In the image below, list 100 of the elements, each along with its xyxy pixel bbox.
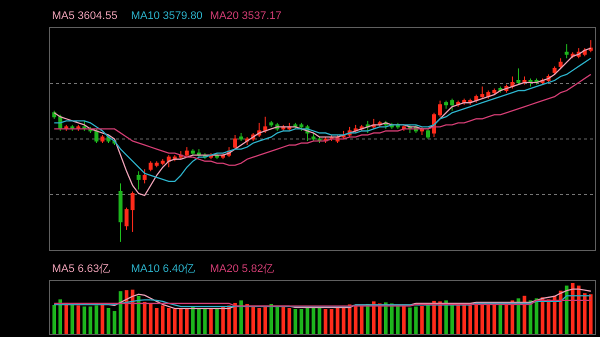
- bar: [426, 304, 430, 334]
- bar: [432, 300, 436, 334]
- candlestick: [564, 44, 569, 59]
- bar: [330, 309, 334, 334]
- bar: [306, 308, 310, 334]
- candlestick: [233, 134, 238, 150]
- text: MA20 5.82亿: [210, 263, 274, 275]
- bar: [251, 306, 255, 334]
- bar: [64, 302, 68, 334]
- candlestick: [426, 128, 430, 140]
- candlestick: [444, 100, 448, 110]
- bar: [76, 305, 80, 334]
- bar: [408, 308, 412, 334]
- candlestick: [438, 100, 442, 118]
- candlestick: [118, 182, 123, 242]
- candlestick: [263, 116, 268, 134]
- bar: [300, 309, 304, 334]
- bar: [492, 304, 496, 334]
- candlestick: [94, 128, 98, 144]
- candlestick: [124, 207, 129, 230]
- bar: [378, 303, 382, 334]
- bar: [245, 304, 249, 334]
- bar: [336, 308, 340, 334]
- bar: [94, 305, 98, 334]
- bar: [197, 308, 201, 334]
- bar: [498, 303, 502, 334]
- bar: [522, 296, 526, 334]
- bar: [142, 302, 146, 334]
- bar: [257, 308, 262, 334]
- candlestick: [190, 148, 195, 156]
- bar: [233, 302, 237, 334]
- bar: [420, 306, 424, 334]
- bar: [360, 305, 364, 334]
- candlestick: [516, 68, 520, 86]
- bar: [191, 306, 195, 334]
- bar: [124, 290, 128, 334]
- bar: [288, 308, 292, 334]
- bar: [528, 300, 532, 334]
- candlestick: [100, 134, 104, 144]
- candlestick: [311, 132, 316, 142]
- candlestick: [136, 170, 141, 190]
- bar: [275, 305, 280, 334]
- candlestick: [184, 146, 189, 158]
- text: MA20 3537.17: [210, 10, 282, 22]
- candlestick: [558, 58, 563, 69]
- text: MA10 3579.80: [131, 10, 203, 22]
- bar: [486, 303, 490, 334]
- candlestick: [52, 110, 56, 120]
- bar: [136, 296, 140, 334]
- bar: [474, 304, 478, 334]
- candlestick: [142, 168, 147, 184]
- bar: [221, 306, 225, 334]
- bar: [172, 309, 177, 334]
- bar: [185, 309, 189, 334]
- candlestick: [154, 160, 159, 168]
- bar: [58, 299, 62, 334]
- candlestick: [588, 40, 593, 53]
- bar: [366, 304, 370, 334]
- bar: [456, 304, 460, 334]
- bar: [534, 298, 538, 334]
- bar: [154, 308, 159, 334]
- text: MA5 3604.55: [52, 10, 118, 22]
- text: MA5 6.63亿: [52, 263, 110, 275]
- bar: [582, 293, 587, 334]
- bar: [269, 304, 274, 334]
- candlestick: [450, 98, 454, 112]
- bar: [318, 308, 322, 334]
- bar: [462, 304, 466, 334]
- bar: [414, 306, 418, 334]
- bar: [354, 306, 358, 334]
- bar: [203, 308, 207, 334]
- bar: [52, 304, 56, 334]
- bar: [324, 309, 328, 334]
- bar: [312, 306, 316, 334]
- bar: [209, 309, 213, 334]
- candlestick: [269, 120, 274, 128]
- bar: [263, 306, 268, 334]
- bar: [118, 291, 122, 334]
- bar: [384, 302, 388, 334]
- bar: [82, 306, 86, 334]
- bar: [390, 303, 394, 334]
- bar: [402, 306, 406, 334]
- bar: [468, 305, 472, 334]
- bar: [106, 308, 110, 334]
- text: MA10 6.40亿: [131, 263, 196, 275]
- bar: [215, 309, 219, 334]
- bar: [160, 305, 165, 334]
- bar: [148, 304, 152, 334]
- bar: [166, 308, 171, 334]
- bar: [588, 294, 593, 334]
- bar: [70, 304, 74, 334]
- bar: [112, 311, 116, 334]
- bar: [396, 305, 400, 334]
- candlestick: [148, 160, 153, 172]
- bar: [100, 304, 104, 334]
- bar: [88, 306, 92, 334]
- bar: [372, 301, 376, 334]
- bar: [179, 309, 183, 334]
- candlestick: [510, 76, 514, 90]
- candlestick: [166, 154, 171, 168]
